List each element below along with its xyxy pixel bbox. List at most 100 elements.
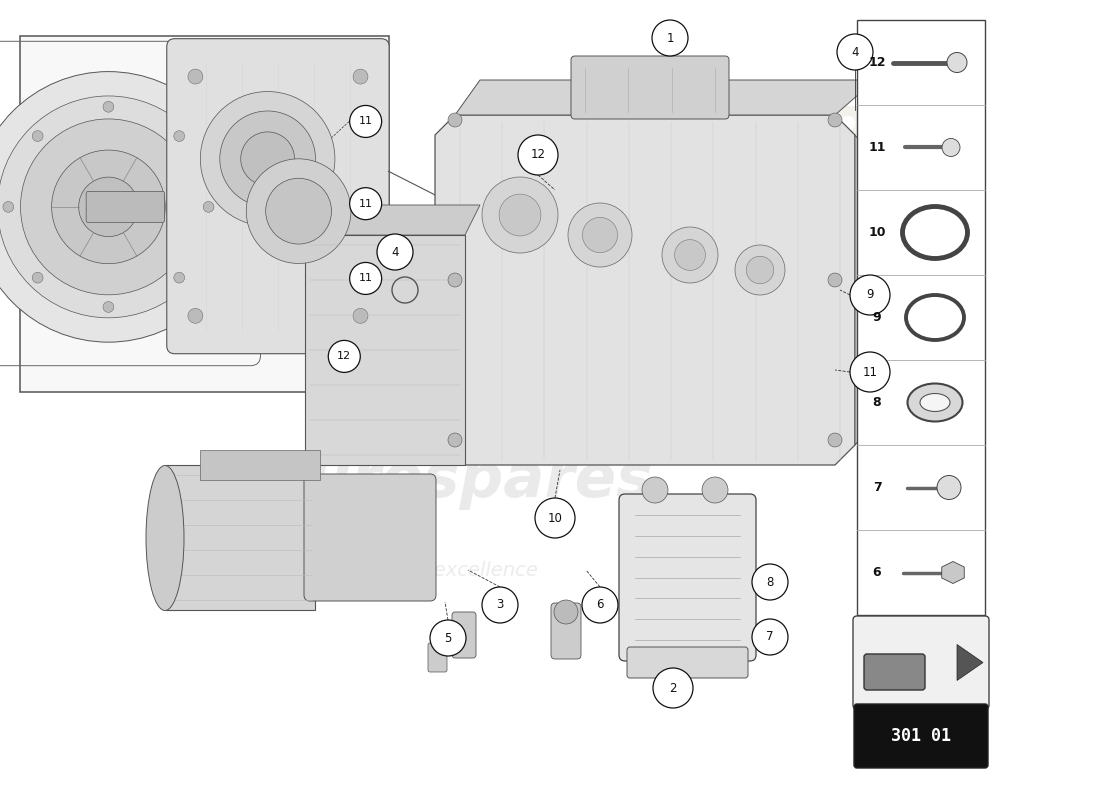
Ellipse shape <box>908 383 962 422</box>
Circle shape <box>828 273 842 287</box>
Circle shape <box>188 69 202 84</box>
Circle shape <box>942 138 960 157</box>
Circle shape <box>174 130 185 142</box>
Circle shape <box>448 273 462 287</box>
Text: 5: 5 <box>444 631 452 645</box>
Circle shape <box>735 245 785 295</box>
Circle shape <box>448 433 462 447</box>
Circle shape <box>353 69 369 84</box>
Text: 985: 985 <box>770 83 930 157</box>
Circle shape <box>850 352 890 392</box>
Circle shape <box>241 132 295 186</box>
FancyBboxPatch shape <box>619 494 756 661</box>
Circle shape <box>937 475 961 499</box>
Circle shape <box>328 341 361 372</box>
Circle shape <box>0 96 219 318</box>
Circle shape <box>188 308 202 323</box>
Circle shape <box>482 587 518 623</box>
Circle shape <box>103 102 114 112</box>
FancyBboxPatch shape <box>571 56 729 119</box>
Circle shape <box>499 194 541 236</box>
Ellipse shape <box>920 394 950 411</box>
Text: 11: 11 <box>359 117 373 126</box>
Circle shape <box>674 239 705 270</box>
Circle shape <box>220 111 316 206</box>
Circle shape <box>662 227 718 283</box>
FancyBboxPatch shape <box>854 704 988 768</box>
FancyBboxPatch shape <box>857 20 984 615</box>
Circle shape <box>174 272 185 283</box>
Text: 1: 1 <box>667 31 673 45</box>
Circle shape <box>554 600 578 624</box>
Circle shape <box>746 256 773 284</box>
Polygon shape <box>434 115 855 465</box>
Circle shape <box>947 53 967 73</box>
Polygon shape <box>942 562 965 583</box>
Circle shape <box>32 130 43 142</box>
Text: 6: 6 <box>596 598 604 611</box>
Text: 11: 11 <box>359 274 373 283</box>
Circle shape <box>52 150 165 264</box>
Circle shape <box>518 135 558 175</box>
FancyBboxPatch shape <box>20 36 388 392</box>
Text: a passion for excellence: a passion for excellence <box>302 561 538 579</box>
FancyBboxPatch shape <box>627 647 748 678</box>
Text: 11: 11 <box>359 198 373 209</box>
Text: 10: 10 <box>548 511 562 525</box>
Circle shape <box>642 477 668 503</box>
Text: 12: 12 <box>530 149 546 162</box>
Circle shape <box>21 119 197 295</box>
Circle shape <box>79 177 139 237</box>
Circle shape <box>103 302 114 312</box>
Text: eurospares: eurospares <box>266 450 653 510</box>
Circle shape <box>3 202 13 212</box>
Polygon shape <box>957 645 983 681</box>
Circle shape <box>32 272 43 283</box>
Text: 8: 8 <box>767 575 773 589</box>
Circle shape <box>582 587 618 623</box>
Circle shape <box>350 188 382 220</box>
Circle shape <box>653 668 693 708</box>
Text: 10: 10 <box>868 226 886 239</box>
FancyBboxPatch shape <box>551 603 581 659</box>
FancyBboxPatch shape <box>452 612 476 658</box>
Text: 3: 3 <box>496 598 504 611</box>
Circle shape <box>350 106 382 138</box>
FancyBboxPatch shape <box>428 643 447 672</box>
Circle shape <box>828 433 842 447</box>
FancyBboxPatch shape <box>864 654 925 690</box>
Polygon shape <box>305 205 480 235</box>
Circle shape <box>0 71 244 342</box>
Text: 4: 4 <box>851 46 859 58</box>
Polygon shape <box>305 235 465 465</box>
Ellipse shape <box>146 466 184 610</box>
Text: 11: 11 <box>862 366 878 378</box>
Circle shape <box>568 203 632 267</box>
Circle shape <box>752 564 788 600</box>
Circle shape <box>837 34 873 70</box>
Circle shape <box>200 91 334 226</box>
Text: 301 01: 301 01 <box>891 727 952 745</box>
Text: 12: 12 <box>338 351 351 362</box>
Circle shape <box>702 477 728 503</box>
Polygon shape <box>855 135 875 445</box>
FancyBboxPatch shape <box>304 474 436 601</box>
FancyBboxPatch shape <box>852 616 989 709</box>
Text: 2: 2 <box>669 682 676 694</box>
Text: 12: 12 <box>868 56 886 69</box>
Circle shape <box>828 113 842 127</box>
Circle shape <box>582 218 617 253</box>
Circle shape <box>448 113 462 127</box>
FancyBboxPatch shape <box>167 38 389 354</box>
Text: 7: 7 <box>767 630 773 643</box>
Circle shape <box>652 20 688 56</box>
Circle shape <box>377 234 412 270</box>
Text: 4: 4 <box>392 246 398 258</box>
Circle shape <box>266 178 331 244</box>
Text: 9: 9 <box>872 311 881 324</box>
Circle shape <box>246 159 351 263</box>
Text: 8: 8 <box>872 396 881 409</box>
Circle shape <box>850 275 890 315</box>
Text: 9: 9 <box>867 289 873 302</box>
Circle shape <box>353 308 369 323</box>
